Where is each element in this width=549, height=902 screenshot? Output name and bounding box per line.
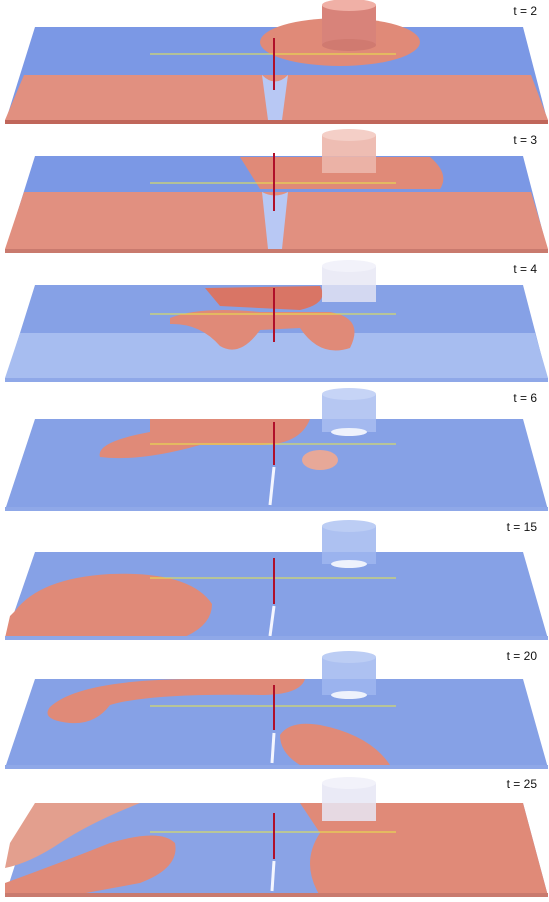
slab-edge xyxy=(5,636,548,640)
needle-wake xyxy=(270,732,276,764)
cylinder xyxy=(322,651,376,699)
frame-t2: t = 2 xyxy=(0,0,549,129)
slab-edge xyxy=(5,249,548,253)
warm-plume-right xyxy=(280,723,390,765)
warm-plume xyxy=(5,573,212,638)
slab-edge xyxy=(5,893,548,897)
time-label: t = 2 xyxy=(513,4,537,18)
slab-lower-light xyxy=(5,333,548,378)
frame-t15: t = 15 xyxy=(0,516,549,645)
time-label: t = 15 xyxy=(506,520,537,534)
warm-region-left xyxy=(5,803,140,868)
needle-wake xyxy=(262,75,288,120)
warm-spot xyxy=(302,450,338,470)
slab-top-cold xyxy=(5,679,548,768)
frame-t4: t = 4 xyxy=(0,258,549,387)
warm-plume-upper xyxy=(205,286,323,310)
slab-edge xyxy=(5,120,548,124)
warm-plume xyxy=(99,419,310,459)
frame-t25: t = 25 xyxy=(0,773,549,902)
slab-edge xyxy=(5,765,548,769)
needle-wake xyxy=(262,192,288,249)
simulation-slab xyxy=(5,520,548,640)
time-label: t = 3 xyxy=(513,133,537,147)
needle-wake xyxy=(268,605,276,637)
cylinder xyxy=(322,520,376,568)
time-label: t = 20 xyxy=(506,649,537,663)
simulation-slab xyxy=(5,0,548,124)
cylinder xyxy=(322,129,376,173)
simulation-slab xyxy=(5,260,548,382)
warm-region-right xyxy=(300,803,548,896)
cylinder xyxy=(322,260,376,302)
simulation-slab xyxy=(5,651,548,769)
frame-t3: t = 3 xyxy=(0,129,549,258)
warm-plume-left xyxy=(5,835,176,895)
simulation-slab xyxy=(5,129,548,253)
time-label: t = 25 xyxy=(506,777,537,791)
simulation-slab xyxy=(5,777,548,897)
slab-edge xyxy=(5,507,548,511)
time-label: t = 4 xyxy=(513,262,537,276)
cylinder xyxy=(322,777,376,821)
cylinder xyxy=(322,0,376,51)
warm-plume-lower xyxy=(170,310,355,351)
simulation-slab xyxy=(5,388,548,511)
frame-t20: t = 20 xyxy=(0,645,549,774)
needle-wake xyxy=(268,466,276,506)
time-label: t = 6 xyxy=(513,391,537,405)
warm-plume-left xyxy=(47,679,305,724)
needle-wake xyxy=(270,860,276,892)
frame-t6: t = 6 xyxy=(0,387,549,516)
cylinder xyxy=(322,388,376,436)
slab-edge xyxy=(5,378,548,382)
